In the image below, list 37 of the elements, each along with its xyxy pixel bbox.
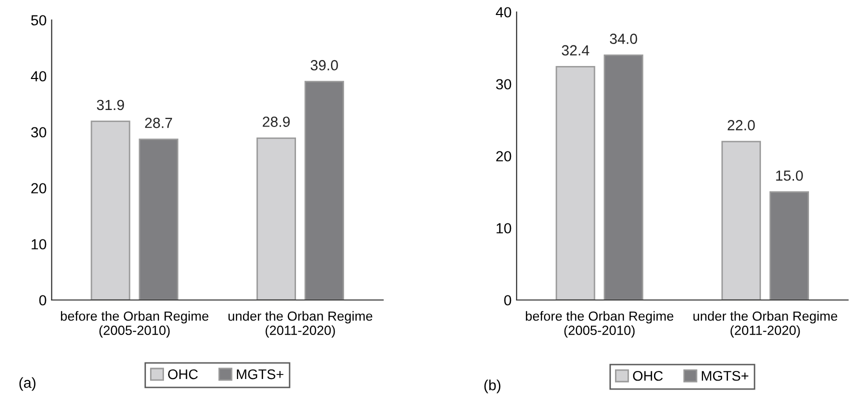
data-label: 22.0 bbox=[728, 120, 755, 130]
y-tick-label: 10 bbox=[32, 239, 46, 250]
y-tick-label: 30 bbox=[31, 127, 46, 138]
y-tick-label: 0 bbox=[39, 295, 46, 306]
x-tick-label: before the Orban Regime (2005-2010) bbox=[526, 311, 674, 338]
bar bbox=[138, 138, 178, 300]
data-label: 28.9 bbox=[262, 116, 290, 127]
y-tick-label: 20 bbox=[31, 183, 46, 194]
data-label: 28.7 bbox=[145, 118, 172, 128]
bar bbox=[721, 140, 761, 300]
y-tick-label: 10 bbox=[496, 223, 512, 234]
text: (a) bbox=[19, 377, 36, 391]
legend-label: OHC bbox=[168, 369, 198, 380]
y-tick-label: 50 bbox=[31, 15, 46, 26]
y-tick-label: 20 bbox=[496, 151, 512, 162]
x-tick-label: under the Orban Regime (2011-2020) bbox=[693, 311, 838, 338]
y-tick-label: 0 bbox=[504, 295, 512, 306]
y-tick-label: 40 bbox=[496, 7, 512, 18]
bar bbox=[90, 120, 130, 300]
data-label: 34.0 bbox=[610, 34, 638, 44]
data-label: 39.0 bbox=[310, 60, 338, 70]
data-label: 15.0 bbox=[776, 170, 803, 181]
x-tick-label: before the Orban Regime (2005-2010) bbox=[60, 311, 208, 338]
legend-label: OHC bbox=[633, 370, 663, 381]
data-label: 31.9 bbox=[96, 100, 124, 110]
bar bbox=[256, 137, 296, 300]
y-tick-label: 30 bbox=[496, 79, 512, 90]
text: (b) bbox=[484, 380, 500, 394]
legend-label: MGTS+ bbox=[702, 370, 748, 381]
y-tick-label: 40 bbox=[30, 71, 46, 82]
legend-label: MGTS+ bbox=[236, 369, 284, 380]
bar bbox=[556, 66, 596, 300]
bar bbox=[604, 54, 644, 300]
x-tick-label: under the Orban Regime (2011-2020) bbox=[228, 311, 372, 338]
bar bbox=[304, 80, 344, 300]
bar bbox=[769, 191, 809, 300]
data-label: 32.4 bbox=[562, 45, 590, 56]
